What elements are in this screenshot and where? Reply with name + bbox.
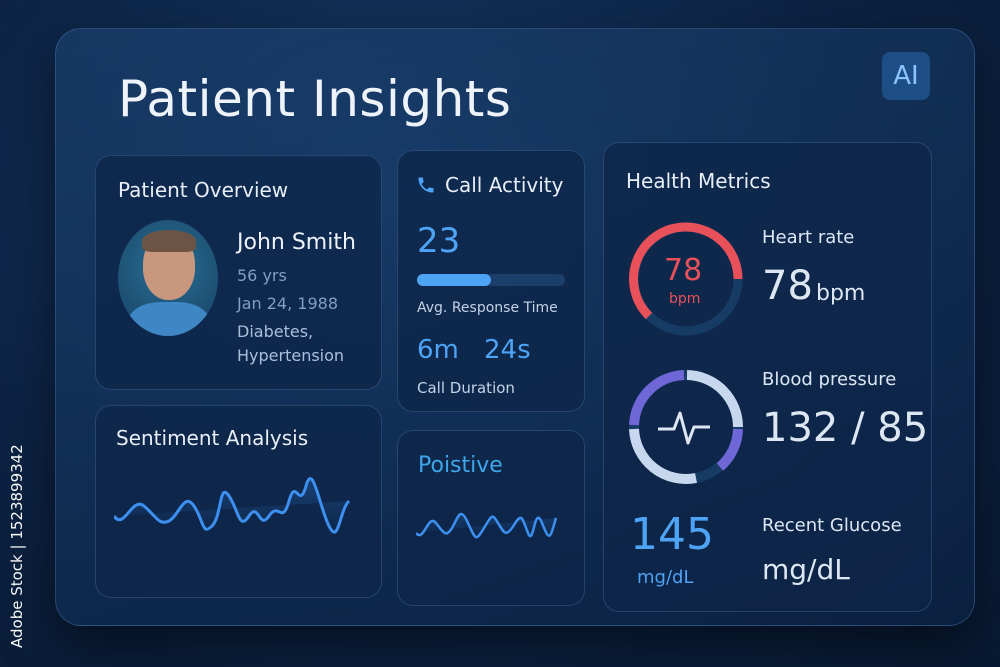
card-title: Health Metrics xyxy=(626,169,771,193)
call-activity-card: Call Activity 23 Avg. Response Time 6m 2… xyxy=(397,150,585,412)
blood-pressure-label: Blood pressure xyxy=(762,369,897,390)
sentiment-result-card: Poistive xyxy=(397,430,585,606)
call-count: 23 xyxy=(417,221,461,261)
sentiment-mini-waveform xyxy=(416,512,558,539)
avatar xyxy=(118,220,218,336)
glucose-unit: mg/dL xyxy=(637,567,694,588)
heart-rate-unit: bpm xyxy=(816,281,866,306)
card-title: Sentiment Analysis xyxy=(116,426,309,450)
sentiment-result: Poistive xyxy=(418,453,503,478)
card-title: Patient Overview xyxy=(118,178,289,202)
response-label: Avg. Response Time xyxy=(417,300,558,316)
health-metrics-card: Health Metrics 78 bpm Heart rate 78 bpm … xyxy=(603,142,932,612)
heart-gauge-value: 78 xyxy=(664,253,703,288)
page-title: Patient Insights xyxy=(118,70,512,128)
patient-conditions-2: Hypertension xyxy=(237,346,345,365)
heart-rate-label: Heart rate xyxy=(762,227,855,248)
card-title: Call Activity xyxy=(445,173,564,197)
sentiment-waveform xyxy=(114,477,351,534)
duration-seconds: 24s xyxy=(484,335,531,365)
blood-pressure-gauge xyxy=(629,370,743,484)
heart-rate-value: 78 xyxy=(762,263,813,309)
glucose-unit-large: mg/dL xyxy=(762,553,850,586)
ai-badge-button[interactable]: AI xyxy=(882,52,930,100)
patient-name: John Smith xyxy=(237,230,356,255)
heart-gauge-unit: bpm xyxy=(669,291,701,307)
heart-rate-gauge xyxy=(629,222,743,336)
patient-conditions: Diabetes, xyxy=(237,322,314,341)
blood-pressure-value: 132 / 85 xyxy=(762,405,929,451)
glucose-value: 145 xyxy=(630,509,714,560)
sentiment-analysis-card: Sentiment Analysis xyxy=(95,405,382,598)
duration-minutes: 6m xyxy=(417,335,459,365)
patient-age: 56 yrs xyxy=(237,266,287,285)
response-progress-bar xyxy=(417,274,565,286)
response-progress-fill xyxy=(417,274,491,286)
pulse-icon xyxy=(658,411,710,445)
watermark-side-text: Adobe Stock | 1523899342 xyxy=(8,444,26,648)
patient-overview-card: Patient Overview John Smith 56 yrs Jan 2… xyxy=(95,155,382,390)
glucose-label: Recent Glucose xyxy=(762,515,902,536)
duration-label: Call Duration xyxy=(417,379,515,397)
phone-icon xyxy=(418,177,434,193)
patient-dob: Jan 24, 1988 xyxy=(237,294,338,313)
